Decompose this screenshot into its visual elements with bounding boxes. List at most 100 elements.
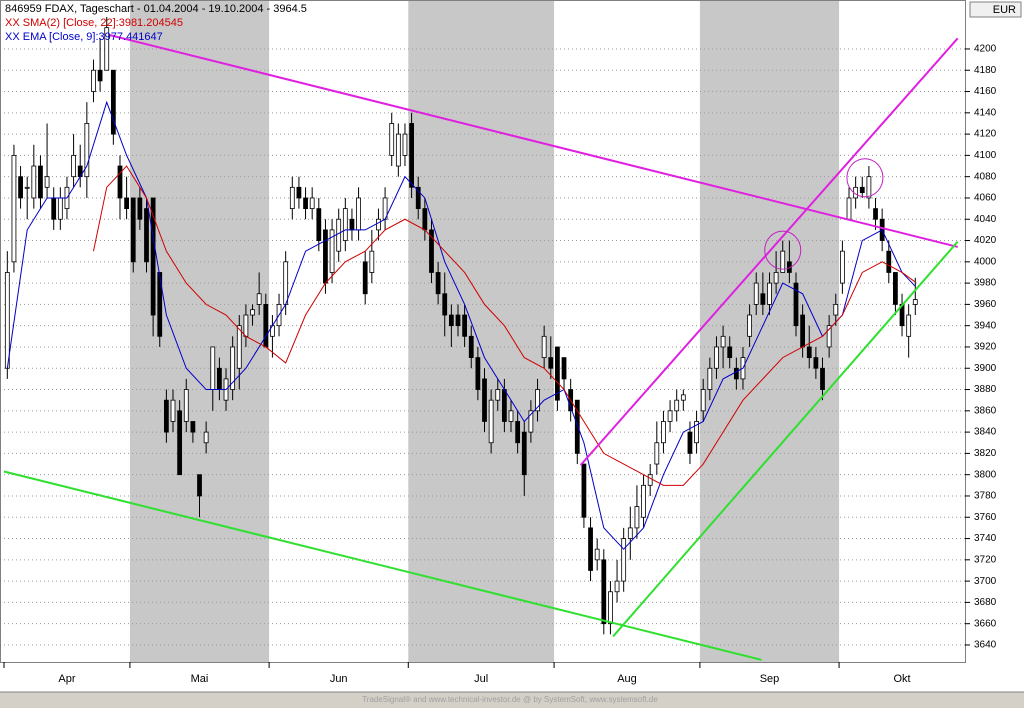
candle-body [515,421,521,444]
candle-body [647,474,653,486]
candle-body [448,314,454,327]
candle-body [435,272,441,295]
y-tick-label: 3740 [974,533,997,544]
candle-body [641,484,646,518]
trend-line [612,240,959,638]
y-tick-label: 4180 [974,65,997,76]
chart-title: 846959 FDAX, Tageschart - 01.04.2004 - 1… [5,3,307,15]
candle-body [508,410,514,422]
y-tick-label: 4040 [974,214,997,225]
candle-body [661,421,666,444]
y-tick-label: 4060 [974,193,997,204]
candle-body [283,261,289,305]
legend-entry: XX EMA [Close, 9]:3977.441647 [5,31,163,43]
candle-body [873,208,878,220]
candle-body [813,357,819,369]
candle-body [608,591,613,625]
y-tick-label: 3820 [974,448,997,459]
y-tick-label: 4140 [974,107,997,118]
y-tick-label: 3660 [974,618,997,629]
candle-body [886,250,892,273]
y-tick-label: 3780 [974,491,997,502]
candle-body [535,389,540,412]
candle-body [893,272,898,305]
candle-body [342,208,348,241]
candle-body [528,410,534,433]
x-tick-label: Mai [191,673,209,685]
candle-body [475,357,481,390]
candle-body [409,123,414,188]
candle-body [707,367,713,390]
candle-body [906,314,912,337]
candle-body [614,580,620,593]
candle-body [654,442,660,465]
candle-body [767,282,772,305]
candle-body [733,367,739,380]
candle-body [720,335,726,348]
candle-body [323,229,328,284]
currency: EUR [993,4,1016,16]
y-tick-label: 3640 [974,640,997,651]
candle-body [793,282,799,327]
candle-body [150,197,156,316]
candle-body [727,346,733,359]
y-tick-label: 3760 [974,512,997,523]
candle-body [210,346,216,390]
candle-body [753,282,759,305]
candle-body [422,208,428,231]
candle-body [462,314,468,337]
candle-body [303,197,308,210]
candle-body [548,357,554,369]
candle-body [820,367,825,390]
candle-body [217,367,222,390]
candle-body [296,186,302,199]
candle-body [243,314,249,337]
candle-body [349,218,355,231]
y-tick-label: 3720 [974,554,997,565]
y-tick-label: 3840 [974,427,997,438]
candle-body [157,272,163,337]
candle-body [389,123,395,156]
candle-body [555,346,560,401]
x-tick-label: Aug [617,673,637,685]
plot-frame [0,0,966,663]
candle-body [11,154,17,263]
candle-body [38,165,43,199]
candle-body [4,272,10,369]
candle-body [190,421,196,433]
candle-body [44,176,50,188]
highlight-circle [764,230,802,270]
candle-body [197,474,202,497]
candle-body [594,548,600,561]
candle-body [912,299,918,305]
candle-body [601,559,607,625]
month-band [699,0,840,662]
candle-body [866,176,872,199]
candle-body [144,208,149,263]
candle-body [694,421,699,444]
candle-body [488,399,494,444]
x-tick-label: Sep [760,673,780,685]
candle-body [130,197,136,263]
candle-body [336,218,342,252]
candle-body [714,346,719,369]
indicator-line [6,100,916,550]
y-tick-label: 4160 [974,86,997,97]
candle-body [31,165,37,199]
y-tick-label: 3700 [974,576,997,587]
x-tick-label: Apr [58,673,75,685]
candle-body [18,176,23,199]
y-tick-label: 3860 [974,405,997,416]
trend-line [579,37,959,466]
candle-body [468,335,474,359]
candle-body [800,314,806,348]
x-tick-label: Jul [474,673,488,685]
candle-body [541,335,547,359]
y-tick-label: 3980 [974,278,997,289]
candle-body [71,154,76,178]
month-band [408,0,555,662]
legend-entry: XX SMA(2) [Close, 22]:3981.204545 [5,17,183,29]
candle-body [627,527,633,539]
candle-body [806,346,812,359]
